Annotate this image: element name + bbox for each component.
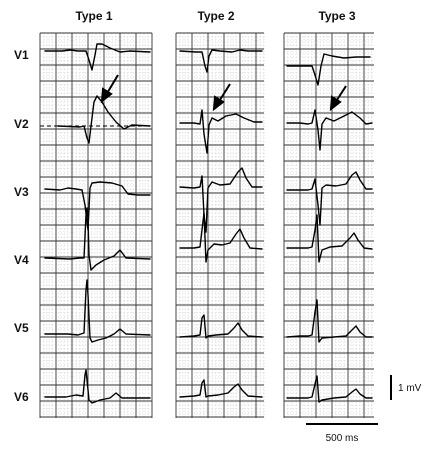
trace-type1-v5	[44, 279, 151, 343]
trace-type1-v4	[44, 207, 151, 271]
arrow-type-1	[100, 74, 119, 104]
column-title-type-3: Type 3	[318, 9, 355, 23]
lead-label-v5: V5	[14, 321, 29, 335]
ecg-panel-type-2	[175, 32, 265, 418]
trace-type3-v3	[286, 171, 373, 226]
trace-type3-v6	[286, 375, 373, 403]
column-title-type-2: Type 2	[197, 9, 234, 23]
trace-type2-v4	[179, 212, 263, 263]
trace-type1-v6	[44, 369, 151, 404]
ecg-panel-type-1	[39, 32, 153, 418]
trace-type2-v3	[179, 167, 263, 233]
trace-type2-v5	[179, 314, 263, 339]
voltage-scale-label: 1 mV	[398, 383, 422, 394]
trace-type2-v6	[179, 379, 263, 398]
traces-type-2	[179, 49, 263, 398]
trace-type3-v5	[286, 299, 373, 343]
trace-type1-v2	[57, 95, 151, 144]
lead-label-v4: V4	[14, 253, 29, 267]
lead-label-v3: V3	[14, 185, 29, 199]
trace-type3-v4	[286, 214, 373, 263]
trace-type2-v1	[179, 49, 263, 73]
arrow-type-2	[212, 83, 231, 112]
trace-type1-v3	[44, 181, 151, 231]
traces-type-1	[40, 43, 151, 404]
lead-label-v1: V1	[14, 48, 29, 62]
ecg-panel-type-3	[283, 32, 374, 418]
traces-type-3	[286, 53, 373, 403]
trace-type3-v2	[286, 109, 373, 151]
arrow-type-3	[329, 85, 347, 112]
trace-type3-v1	[286, 53, 371, 86]
column-title-type-1: Type 1	[75, 9, 112, 23]
lead-label-v2: V2	[14, 117, 29, 131]
trace-type1-v1	[44, 43, 151, 71]
lead-label-v6: V6	[14, 390, 29, 404]
time-scale-label: 500 ms	[326, 433, 359, 444]
trace-type2-v2	[179, 109, 263, 154]
